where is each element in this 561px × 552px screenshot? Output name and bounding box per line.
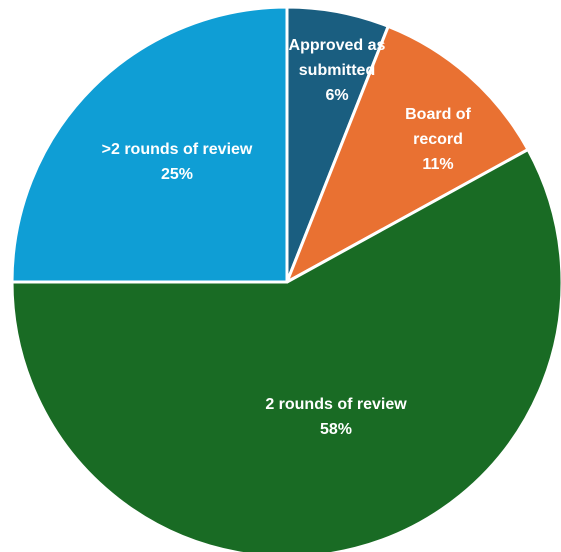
value-label: 25%: [160, 166, 194, 183]
slice-label: Board of record 11%: [388, 102, 488, 177]
pie-slice: [285, 24, 530, 284]
slice-label: >2 rounds of review 25%: [97, 137, 257, 187]
category-label: Board of record: [405, 106, 471, 148]
category-label: 2 rounds of review: [265, 396, 407, 413]
slice-label: 2 rounds of review 58%: [226, 392, 446, 442]
category-label: Approved as submitted: [288, 37, 386, 79]
value-label: 11%: [422, 156, 454, 173]
slice-label: Approved as submitted 6%: [287, 33, 387, 108]
value-label: 6%: [325, 87, 349, 104]
pie-slice: [10, 148, 561, 552]
category-label: >2 rounds of review: [101, 141, 253, 158]
pie-slice: [10, 5, 289, 284]
value-label: 58%: [319, 421, 353, 438]
